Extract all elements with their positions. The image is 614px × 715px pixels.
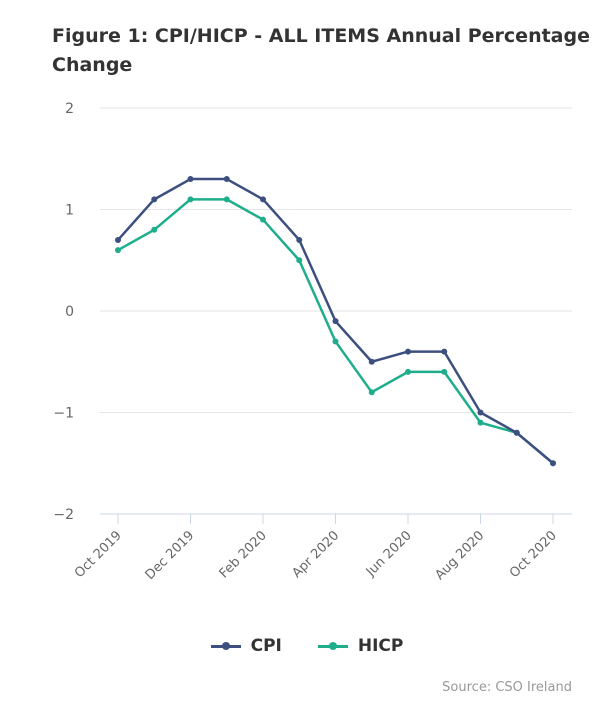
legend-label-hicp: HICP: [357, 636, 404, 656]
x-tick-label: Jun 2020: [363, 528, 415, 580]
data-point-cpi[interactable]: [441, 348, 448, 355]
y-axis-ticks: 2 1 0 −1 −2: [53, 101, 74, 523]
y-tick-label: 0: [65, 304, 74, 320]
data-point-cpi[interactable]: [332, 318, 339, 325]
x-tick-label: Oct 2019: [72, 528, 125, 581]
gridlines: [100, 107, 572, 515]
x-tick-label: Dec 2019: [143, 528, 198, 583]
series-line-hicp[interactable]: [116, 198, 555, 465]
data-point-hicp[interactable]: [405, 368, 411, 375]
source-note: Source: CSO Ireland: [442, 680, 572, 695]
y-tick-label: 2: [65, 101, 74, 117]
y-tick-label: −1: [53, 406, 74, 422]
data-point-hicp[interactable]: [260, 216, 266, 223]
y-tick-label: 1: [65, 203, 74, 219]
chart-title: Figure 1: CPI/HICP - ALL ITEMS Annual Pe…: [52, 25, 590, 76]
data-point-cpi[interactable]: [296, 236, 303, 243]
x-tick-label: Aug 2020: [432, 528, 487, 583]
data-point-hicp[interactable]: [187, 196, 194, 203]
data-point-cpi[interactable]: [260, 196, 266, 203]
x-axis-ticks: Oct 2019 Dec 2019 Feb 2020 Apr 2020 Jun 2020…: [72, 514, 560, 583]
data-point-hicp[interactable]: [332, 338, 339, 345]
legend-swatch-cpi: [210, 639, 241, 653]
data-point-hicp[interactable]: [441, 368, 448, 375]
data-point-cpi[interactable]: [513, 429, 520, 436]
data-point-hicp[interactable]: [151, 226, 158, 233]
data-point-hicp[interactable]: [115, 247, 121, 254]
data-point-cpi[interactable]: [477, 409, 484, 416]
x-tick-label: Feb 2020: [217, 528, 270, 581]
data-point-cpi[interactable]: [368, 358, 375, 365]
line-chart: 2 1 0 −1 −2 Oct 2019 Dec 2019 Feb 2020 Apr 2020…: [53, 101, 572, 583]
data-point-cpi[interactable]: [187, 176, 194, 183]
data-point-hicp[interactable]: [477, 419, 484, 426]
legend: CPI HICP: [0, 636, 614, 656]
data-point-hicp[interactable]: [296, 257, 303, 264]
data-point-cpi[interactable]: [115, 236, 121, 243]
legend-item-cpi[interactable]: CPI: [210, 636, 282, 656]
legend-item-hicp[interactable]: HICP: [317, 636, 404, 656]
y-tick-label: −2: [53, 507, 74, 523]
legend-label-cpi: CPI: [250, 636, 282, 656]
data-point-hicp[interactable]: [368, 389, 375, 396]
data-point-hicp[interactable]: [223, 196, 230, 203]
series-lines: [115, 176, 556, 467]
x-tick-label: Apr 2020: [289, 528, 342, 581]
data-point-cpi[interactable]: [151, 196, 158, 203]
data-point-cpi[interactable]: [550, 460, 556, 467]
x-tick-label: Oct 2020: [507, 528, 560, 581]
data-point-cpi[interactable]: [223, 176, 230, 183]
legend-swatch-hicp: [317, 639, 348, 653]
data-point-cpi[interactable]: [405, 348, 411, 355]
